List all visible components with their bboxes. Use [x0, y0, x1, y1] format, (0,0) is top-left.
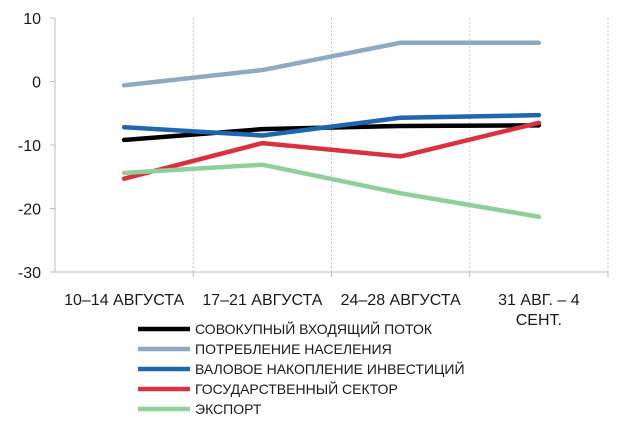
y-tick-label: -10 [18, 138, 41, 155]
y-tick-label: 0 [32, 75, 41, 92]
legend-label: ЭКСПОРТ [195, 401, 262, 417]
series-line [121, 162, 542, 220]
legend-label: СОВОКУПНЫЙ ВХОДЯЩИЙ ПОТОК [195, 320, 433, 337]
legend-label: ПОТРЕБЛЕНИЕ НАСЕЛЕНИЯ [195, 341, 392, 357]
x-tick-label: 31 АВГ. – 4 [498, 292, 580, 309]
legend-label: ГОСУДАРСТВЕННЫЙ СЕКТОР [195, 380, 398, 397]
y-tick-label: -20 [18, 202, 41, 219]
axes [50, 17, 609, 277]
series-line [121, 40, 542, 88]
y-tick-labels: 10 0 -10 -20 -30 [18, 11, 41, 282]
y-tick-label: -30 [18, 265, 41, 282]
x-tick-label: 24–28 АВГУСТА [341, 292, 461, 309]
x-tick-label: 10–14 АВГУСТА [64, 292, 184, 309]
x-tick-labels: 10–14 АВГУСТА 17–21 АВГУСТА 24–28 АВГУСТА 3… [64, 292, 580, 329]
legend-label: ВАЛОВОЕ НАКОПЛЕНИЕ ИНВЕСТИЦИЙ [195, 360, 465, 377]
x-tick-label: СЕНТ. [516, 312, 562, 329]
series-lines [121, 40, 542, 220]
legend: СОВОКУПНЫЙ ВХОДЯЩИЙ ПОТОК ПОТРЕБЛЕНИЕ НАС… [138, 320, 465, 417]
series-line [121, 112, 542, 138]
series-line [121, 120, 542, 181]
y-tick-label: 10 [23, 11, 41, 28]
x-tick-label: 17–21 АВГУСТА [202, 292, 322, 309]
